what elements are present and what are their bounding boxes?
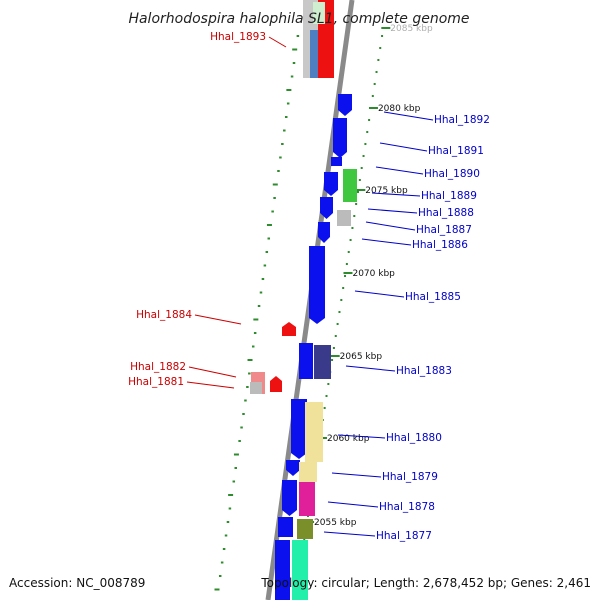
gene-feature-reverse — [250, 382, 262, 394]
gene-label-forward: Hhal_1887 — [416, 224, 472, 236]
gene-feature-forward — [299, 462, 317, 482]
gene-feature-forward — [282, 480, 297, 516]
kbp-tick-label: 2060 kbp — [327, 434, 370, 444]
gene-label-forward: Hhal_1879 — [382, 471, 438, 483]
gene-feature-forward — [320, 197, 333, 219]
gene-label-reverse: Hhal_1881 — [128, 376, 184, 388]
map-decorations — [214, 0, 384, 600]
gene-label-reverse: Hhal_1893 — [210, 31, 266, 43]
gene-feature-forward — [338, 94, 352, 116]
kbp-tick-label: 2065 kbp — [340, 352, 383, 362]
gene-feature-forward — [299, 482, 315, 516]
gene-label-forward: Hhal_1892 — [434, 114, 490, 126]
accession-label: Accession: NC_008789 — [9, 576, 145, 590]
gene-features — [250, 0, 357, 600]
gene-feature-forward — [314, 345, 331, 379]
gene-label-forward: Hhal_1883 — [396, 365, 452, 377]
kbp-tick-label: 2070 kbp — [352, 269, 395, 279]
gene-leader-line — [367, 208, 418, 214]
gene-feature-reverse — [282, 322, 296, 336]
gene-label-forward: Hhal_1877 — [376, 530, 432, 542]
gene-leader-line — [354, 290, 405, 298]
gene-leader-line — [361, 238, 412, 246]
map-title: Halorhodospira halophila SL1, complete g… — [128, 11, 469, 27]
kbp-tick-label: 2075 kbp — [365, 186, 408, 196]
kbp-tick-label: 2080 kbp — [378, 104, 421, 114]
gene-label-forward: Hhal_1890 — [424, 168, 480, 180]
gene-leader-line — [379, 142, 428, 152]
gene-feature-forward — [275, 540, 290, 600]
gene-leader-line — [186, 381, 235, 389]
gene-leader-line — [383, 111, 434, 121]
gene-feature-forward — [292, 540, 308, 600]
gene-feature-forward — [324, 172, 338, 196]
gene-label-forward: Hhal_1891 — [428, 145, 484, 157]
gene-feature-forward — [286, 460, 300, 476]
gene-label-forward: Hhal_1889 — [421, 190, 477, 202]
gene-feature-forward — [337, 210, 351, 226]
gene-feature-forward — [299, 343, 313, 379]
gene-feature-forward — [305, 402, 323, 462]
kbp-tick-label: 2055 kbp — [314, 518, 357, 528]
genome-summary: Topology: circular; Length: 2,678,452 bp… — [260, 576, 591, 590]
gene-feature-forward — [309, 246, 325, 324]
gene-leader-line — [345, 365, 396, 372]
gene-feature-forward — [331, 157, 342, 166]
gene-feature-forward — [278, 517, 293, 537]
gene-leader-line — [268, 36, 287, 48]
gene-label-forward: Hhal_1888 — [418, 207, 474, 219]
gene-feature-forward — [297, 519, 313, 539]
gene-leader-line — [337, 434, 386, 439]
gene-label-forward: Hhal_1880 — [386, 432, 442, 444]
gene-label-forward: Hhal_1886 — [412, 239, 468, 251]
gene-label-reverse: Hhal_1882 — [130, 361, 186, 373]
gene-leader-line — [194, 314, 242, 325]
gene-leader-line — [365, 221, 416, 231]
gene-label-forward: Hhal_1885 — [405, 291, 461, 303]
kbp-tick-label: 2085 kbp — [390, 24, 433, 34]
gene-label-reverse: Hhal_1884 — [136, 309, 192, 321]
gene-feature-forward — [291, 399, 307, 459]
gene-leader-line — [327, 501, 379, 508]
kbp-ruler: 2085 kbp 2080 kbp 2075 kbp 2070 kbp 2065 kbp… — [305, 24, 433, 528]
gene-feature-forward — [318, 222, 330, 243]
gene-feature-reverse — [270, 376, 282, 392]
gene-leader-line — [371, 192, 421, 197]
gene-leader-line — [323, 531, 376, 537]
gene-label-forward: Hhal_1878 — [379, 501, 435, 513]
gene-leader-line — [375, 166, 424, 175]
gene-leader-line — [188, 366, 237, 378]
gene-feature-forward — [333, 118, 347, 158]
gene-labels: Hhal_1892 Hhal_1891 Hhal_1890 Hhal_1889 Hhal… — [128, 31, 490, 542]
gene-feature-forward — [343, 169, 357, 202]
gene-feature-reverse — [313, 2, 325, 24]
gene-leader-line — [331, 472, 382, 478]
